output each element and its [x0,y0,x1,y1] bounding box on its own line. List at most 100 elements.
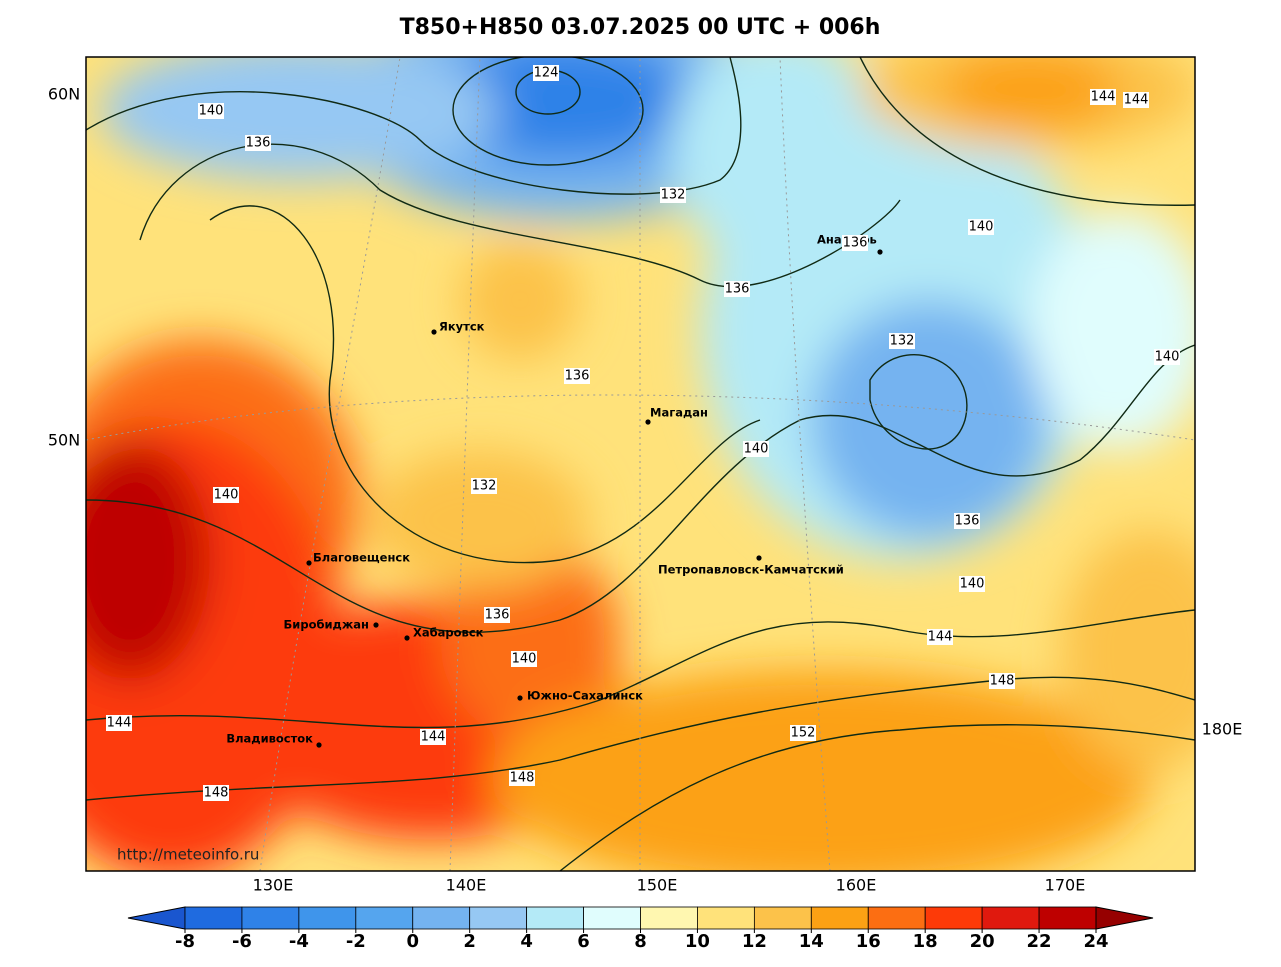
colorbar-tick-label: 4 [520,931,533,952]
colorbar-bin [697,906,755,930]
lon-label: 140E [446,876,487,895]
contour-label-bg [790,725,816,741]
contour-label: 124 [534,66,559,81]
map-field [86,57,1195,871]
colorbar-tick-label: 12 [742,931,767,952]
contour-label: 132 [890,334,915,349]
contour-label: 148 [510,771,535,786]
contour-label: 148 [204,786,229,801]
map-title: T850+H850 03.07.2025 00 UTC + 006h [400,15,881,40]
city-label: Хабаровск [413,626,484,640]
lon-label: 130E [253,876,294,895]
contour-label-bg [533,65,559,81]
city-label: Петропавловск-Камчатский [658,563,844,577]
contour-label: 140 [960,577,985,592]
lon-label: 180E [1202,720,1243,739]
city-label: Якутск [439,320,485,334]
contour-label-bg [420,729,446,745]
colorbar-bin [469,906,528,930]
lon-label: 170E [1045,876,1086,895]
colorbar-tick-label: -6 [232,931,252,952]
contour-label-bg [106,715,132,731]
contour-label: 136 [246,136,271,151]
contour-label: 140 [214,488,239,503]
contour-label: 144 [107,716,132,731]
contour-label: 132 [661,188,686,203]
contour-label: 136 [485,608,510,623]
contour-label: 136 [955,514,980,529]
contour-label-bg [889,333,915,349]
contour-label-bg [245,135,271,151]
colorbar-bin [526,906,584,930]
colorbar-tick-label: -2 [346,931,366,952]
colorbar-tick-label: 2 [463,931,476,952]
contour-label-bg [509,770,535,786]
contour-label-bg [511,651,537,667]
contour-label: 140 [744,442,769,457]
city-dot [306,560,312,566]
contour-label-bg [968,219,994,235]
contour-label: 132 [472,479,497,494]
contour-label-bg [471,478,497,494]
contour-label-bg [959,576,985,592]
contour-label: 144 [928,630,953,645]
city-label: Владивосток [226,732,313,746]
contour-label-bg [660,187,686,203]
contour-label-bg [564,368,590,384]
credit: http://meteoinfo.ru [117,846,259,864]
contour-label-bg [842,235,868,251]
colorbar-bin [298,906,357,930]
contour-label-bg [198,103,224,119]
colorbar-bin [1038,906,1097,930]
lon-label: 160E [836,876,877,895]
colorbar-bin [583,906,641,930]
contour-label: 136 [843,236,868,251]
colorbar-bin [184,906,243,930]
colorbar-bin [753,906,812,930]
contour-label: 136 [725,282,750,297]
colorbar-extension [127,906,186,930]
colorbar-tick-label: 24 [1083,931,1108,952]
city-label: Южно-Сахалинск [527,689,643,703]
colorbar-tick-label: 16 [856,931,881,952]
contour-label-bg [1090,89,1116,105]
city-dot [877,249,883,255]
city-label: Магадан [650,406,708,420]
city-dot [645,419,651,425]
contour-label: 140 [1155,350,1180,365]
contour-label: 140 [199,104,224,119]
city-dot [316,742,322,748]
colorbar-tick-label: -4 [289,931,309,952]
colorbar-bin [355,906,414,930]
lon-label: 150E [637,876,678,895]
colorbar-tick-label: 10 [685,931,710,952]
colorbar-tick-label: 0 [406,931,419,952]
city-dot [756,555,762,561]
colorbar-bin [241,906,300,930]
colorbar-tick-label: 8 [634,931,647,952]
colorbar-bin [981,906,1040,930]
contour-label-bg [724,281,750,297]
colorbar-tick-label: 6 [577,931,590,952]
contour-label-bg [743,441,769,457]
colorbar-extension [1095,906,1154,930]
colorbar-tick-label: 20 [970,931,995,952]
map-frame [85,56,1196,872]
colorbar-bin [412,906,471,930]
contour-label-bg [1123,92,1149,108]
city-label: Биробиджан [284,618,369,632]
colorbar-bin [924,906,983,930]
contour-label: 144 [421,730,446,745]
contour-label: 144 [1091,90,1116,105]
contour-label-bg [213,487,239,503]
contour-label-bg [927,629,953,645]
contour-label-bg [1154,349,1180,365]
lat-label: 60N [48,85,80,104]
contour-label: 140 [969,220,994,235]
lat-label: 50N [48,431,80,450]
colorbar-tick-label: 14 [799,931,824,952]
colorbar-tick-label: 22 [1027,931,1052,952]
colorbar-tick-label: 18 [913,931,938,952]
city-dot [373,622,379,628]
